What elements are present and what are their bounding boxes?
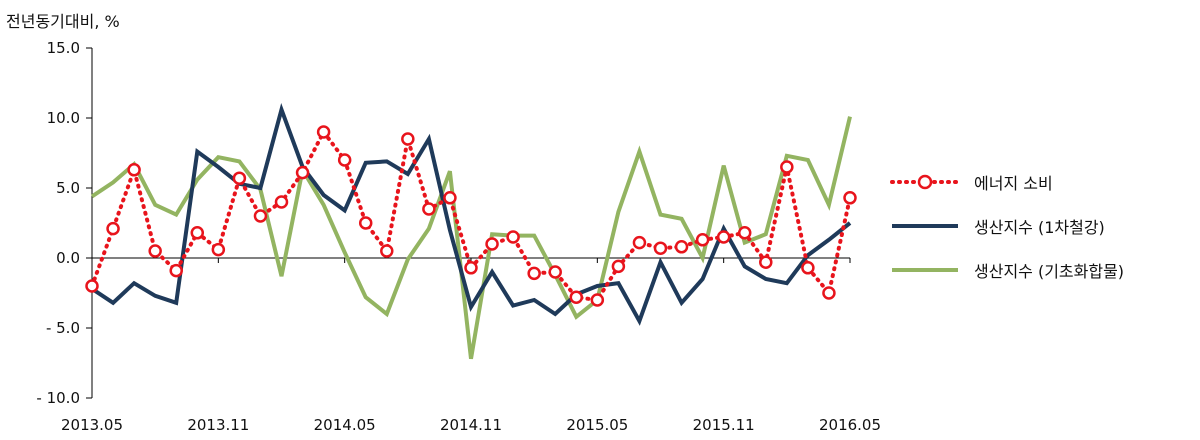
x-tick-label: 2013.11	[187, 416, 249, 434]
chart-legend: 에너지 소비 생산지수 (1차철강) 생산지수 (기초화합물)	[890, 160, 1124, 292]
data-point-energy	[527, 266, 541, 281]
series-line-steel	[90, 103, 852, 326]
y-tick-label: 10.0	[47, 109, 80, 127]
data-point-energy	[464, 261, 478, 275]
x-tick-label: 2014.05	[314, 416, 376, 434]
data-point-energy	[506, 230, 520, 244]
data-point-energy	[780, 160, 794, 174]
y-axis-unit-label: 전년동기대비, %	[6, 12, 120, 31]
data-point-energy	[632, 235, 647, 250]
data-point-energy	[801, 261, 815, 275]
data-point-energy	[759, 255, 773, 269]
legend-item-energy: 에너지 소비	[890, 160, 1124, 204]
data-point-energy	[358, 216, 373, 230]
data-point-energy	[422, 202, 436, 216]
data-point-energy	[674, 240, 689, 254]
x-tick-label: 2015.05	[566, 416, 628, 434]
data-point-energy	[443, 191, 457, 205]
data-point-energy	[590, 293, 605, 307]
data-point-energy	[737, 226, 752, 240]
data-point-energy	[548, 265, 562, 279]
data-point-energy	[274, 195, 289, 209]
y-tick-label: - 5.0	[46, 319, 80, 337]
series-layer	[85, 103, 857, 360]
legend-label-chemical: 생산지수 (기초화합물)	[974, 262, 1125, 281]
data-point-energy	[653, 241, 668, 255]
data-point-energy	[843, 191, 857, 205]
series-line-chemical	[90, 116, 852, 360]
x-tick-label: 2014.11	[440, 416, 502, 434]
data-point-energy	[485, 237, 499, 251]
legend-item-chemical: 생산지수 (기초화합물)	[890, 248, 1124, 292]
legend-item-steel: 생산지수 (1차철강)	[890, 204, 1124, 248]
data-point-energy	[569, 290, 584, 304]
data-point-energy	[85, 279, 99, 293]
x-tick-label: 2015.11	[693, 416, 755, 434]
x-tick-label: 2013.05	[61, 416, 123, 434]
y-tick-label: 15.0	[47, 39, 80, 57]
legend-swatch-energy	[890, 174, 960, 190]
data-point-energy	[716, 230, 731, 244]
data-point-energy	[106, 221, 120, 236]
data-point-energy	[190, 226, 205, 240]
data-point-energy	[401, 132, 415, 146]
data-point-energy	[695, 233, 710, 247]
data-point-energy	[253, 209, 268, 223]
legend-swatch-steel	[892, 224, 958, 228]
x-tick-label: 2016.05	[819, 416, 881, 434]
data-point-energy	[611, 259, 626, 274]
data-point-energy	[211, 242, 226, 257]
y-tick-label: - 10.0	[36, 389, 80, 407]
y-tick-label: 5.0	[56, 179, 80, 197]
data-point-energy	[380, 244, 394, 258]
data-point-energy	[169, 263, 183, 278]
legend-label-steel: 생산지수 (1차철강)	[974, 218, 1105, 237]
data-point-energy	[337, 153, 352, 167]
chart-axes: 15.0 10.0 5.0 0.0 - 5.0 - 10.0 2013.05 2013.11 2…	[36, 39, 881, 434]
legend-swatch-chemical	[892, 268, 958, 272]
data-point-energy	[316, 125, 331, 139]
data-point-energy	[232, 171, 247, 185]
legend-label-energy: 에너지 소비	[974, 174, 1053, 193]
data-point-energy	[822, 286, 836, 300]
data-point-energy	[295, 165, 310, 180]
data-point-energy	[148, 244, 162, 258]
y-tick-label: 0.0	[56, 249, 80, 267]
data-point-energy	[127, 163, 141, 177]
